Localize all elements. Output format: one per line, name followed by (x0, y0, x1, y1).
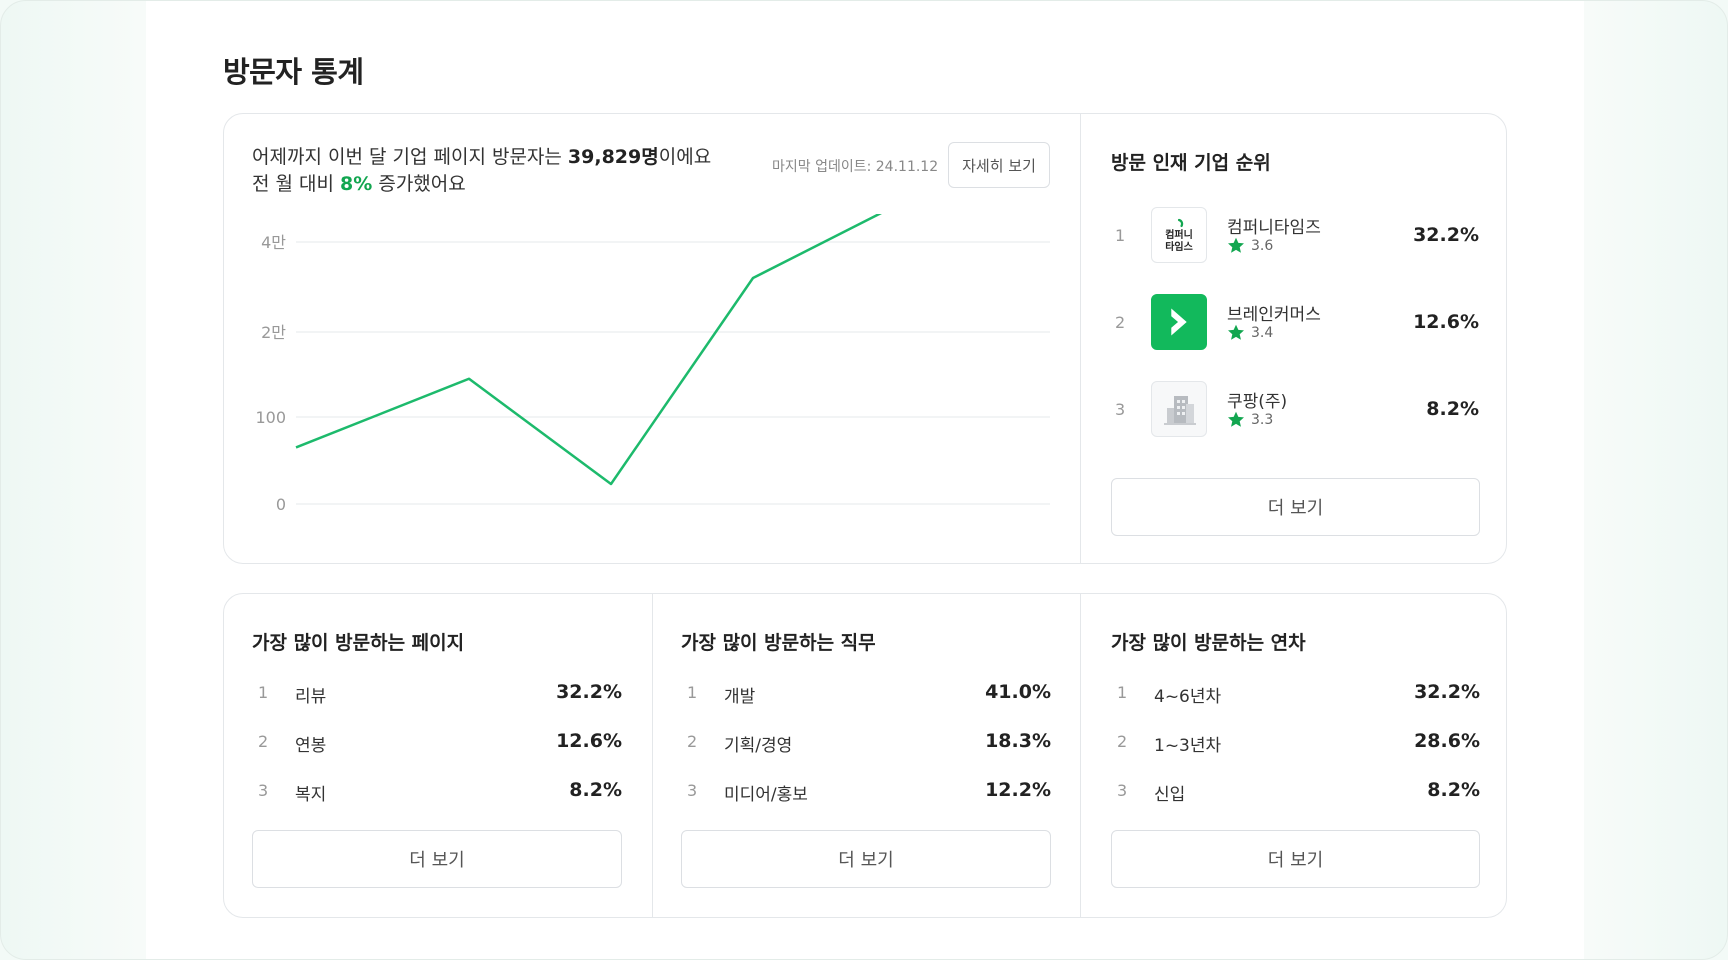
stat-percent: 41.0% (985, 681, 1051, 703)
company-rating: 3.6 (1227, 237, 1273, 254)
stat-rank: 1 (687, 683, 698, 702)
stat-percent: 8.2% (569, 779, 622, 801)
summary-line2-suffix: 증가했어요 (372, 173, 466, 195)
stat-percent: 18.3% (985, 730, 1051, 752)
stat-row[interactable]: 2 1~3년차 28.6% (1111, 728, 1480, 758)
summary-line1-prefix: 어제까지 이번 달 기업 페이지 방문자는 (252, 146, 568, 168)
top-years-panel: 가장 많이 방문하는 연차 1 4~6년차 32.2% 2 1~3년차 28.6… (1081, 594, 1508, 919)
stat-label: 기획/경영 (724, 736, 793, 756)
stat-rank: 3 (258, 781, 269, 800)
rating-value: 3.6 (1251, 237, 1274, 254)
y-tick-label: 100 (255, 408, 286, 427)
stat-rank: 2 (258, 732, 269, 751)
star-icon (1228, 324, 1244, 340)
ranking-row[interactable]: 2 브레인커머스 3.4 12.6% (1109, 293, 1479, 353)
stat-row[interactable]: 1 4~6년차 32.2% (1111, 679, 1480, 709)
panel-divider (652, 594, 653, 917)
pages-title: 가장 많이 방문하는 페이지 (252, 632, 465, 654)
rank-number: 3 (1115, 400, 1126, 419)
y-tick-label: 2만 (261, 323, 286, 342)
stat-label: 미디어/홍보 (724, 785, 808, 805)
jobs-more-button[interactable]: 더 보기 (681, 830, 1051, 888)
star-icon (1228, 237, 1244, 253)
years-more-button[interactable]: 더 보기 (1111, 830, 1480, 888)
visit-breakdown-card: 가장 많이 방문하는 페이지 1 리뷰 32.2% 2 연봉 12.6% 3 복… (223, 593, 1507, 918)
company-percent: 12.6% (1413, 311, 1479, 333)
stat-rank: 3 (1117, 781, 1128, 800)
page-title: 방문자 통계 (223, 55, 364, 89)
svg-text:타임스: 타임스 (1165, 240, 1193, 253)
detail-button[interactable]: 자세히 보기 (948, 142, 1050, 188)
top-jobs-panel: 가장 많이 방문하는 직무 1 개발 41.0% 2 기획/경영 18.3% 3… (653, 594, 1080, 919)
company-percent: 32.2% (1413, 224, 1479, 246)
jobs-title: 가장 많이 방문하는 직무 (681, 632, 876, 654)
stat-percent: 32.2% (1414, 681, 1480, 703)
stat-rank: 2 (687, 732, 698, 751)
rating-value: 3.3 (1251, 411, 1274, 428)
stat-row[interactable]: 3 복지 8.2% (252, 777, 622, 807)
series-line (295, 214, 882, 486)
stat-percent: 28.6% (1414, 730, 1480, 752)
company-percent: 8.2% (1426, 398, 1479, 420)
rating-value: 3.4 (1251, 324, 1274, 341)
visitor-summary: 어제까지 이번 달 기업 페이지 방문자는 39,829명이에요 전 월 대비 … (252, 144, 711, 198)
building-placeholder-icon (1151, 381, 1207, 437)
stat-rank: 2 (1117, 732, 1128, 751)
stat-label: 개발 (724, 687, 756, 707)
growth-percent: 8% (340, 173, 373, 195)
last-updated: 마지막 업데이트: 24.11.12 (772, 159, 939, 175)
stat-label: 리뷰 (295, 687, 327, 707)
company-rating: 3.3 (1227, 411, 1273, 428)
company-name: 쿠팡(주) (1227, 392, 1288, 412)
stat-label: 연봉 (295, 736, 327, 756)
visitor-count: 39,829명 (567, 146, 659, 168)
stat-label: 1~3년차 (1154, 736, 1222, 756)
stat-label: 4~6년차 (1154, 687, 1222, 707)
company-name: 컴퍼니타임즈 (1227, 218, 1321, 238)
stat-row[interactable]: 1 리뷰 32.2% (252, 679, 622, 709)
y-tick-label: 4만 (261, 233, 286, 252)
summary-line1-suffix: 이에요 (658, 146, 712, 168)
stat-rank: 1 (258, 683, 269, 702)
stat-rank: 3 (687, 781, 698, 800)
y-tick-label: 0 (276, 495, 286, 514)
ranking-title: 방문 인재 기업 순위 (1111, 152, 1271, 174)
summary-line-1: 어제까지 이번 달 기업 페이지 방문자는 39,829명이에요 (252, 144, 711, 171)
stat-row[interactable]: 1 개발 41.0% (681, 679, 1051, 709)
star-icon (1228, 411, 1244, 427)
stat-row[interactable]: 2 기획/경영 18.3% (681, 728, 1051, 758)
stat-label: 복지 (295, 785, 327, 805)
stat-percent: 32.2% (556, 681, 622, 703)
stat-percent: 8.2% (1427, 779, 1480, 801)
top-pages-panel: 가장 많이 방문하는 페이지 1 리뷰 32.2% 2 연봉 12.6% 3 복… (224, 594, 652, 919)
visitor-overview-card: 어제까지 이번 달 기업 페이지 방문자는 39,829명이에요 전 월 대비 … (223, 113, 1507, 564)
stat-percent: 12.6% (556, 730, 622, 752)
pages-more-button[interactable]: 더 보기 (252, 830, 622, 888)
ranking-more-button[interactable]: 더 보기 (1111, 478, 1480, 536)
companytimes-logo-icon: 컴퍼니 타임스 (1151, 207, 1207, 263)
stat-row[interactable]: 2 연봉 12.6% (252, 728, 622, 758)
years-title: 가장 많이 방문하는 연차 (1111, 632, 1306, 654)
ranking-row[interactable]: 1 컴퍼니 타임스 컴퍼니타임즈 3.6 32.2% (1109, 206, 1479, 266)
company-name: 브레인커머스 (1227, 305, 1321, 325)
company-rating: 3.4 (1227, 324, 1273, 341)
visitor-line-chart: 01002만4만5월6월7월8월9월10월 (255, 214, 1050, 514)
braincommerce-logo-icon (1151, 294, 1207, 350)
stat-row[interactable]: 3 신입 8.2% (1111, 777, 1480, 807)
stat-label: 신입 (1154, 785, 1186, 805)
summary-line2-prefix: 전 월 대비 (252, 173, 341, 195)
company-ranking-panel: 방문 인재 기업 순위 1 컴퍼니 타임스 컴퍼니타임즈 3.6 32.2% (1081, 114, 1508, 565)
panel-divider (1080, 594, 1081, 917)
stat-percent: 12.2% (985, 779, 1051, 801)
svg-text:컴퍼니: 컴퍼니 (1165, 228, 1193, 241)
summary-line-2: 전 월 대비 8% 증가했어요 (252, 171, 711, 198)
rank-number: 1 (1115, 226, 1126, 245)
stat-row[interactable]: 3 미디어/홍보 12.2% (681, 777, 1051, 807)
stat-rank: 1 (1117, 683, 1128, 702)
rank-number: 2 (1115, 313, 1126, 332)
panel-divider (1080, 114, 1081, 563)
ranking-row[interactable]: 3 쿠팡(주) 3.3 8. (1109, 380, 1479, 440)
